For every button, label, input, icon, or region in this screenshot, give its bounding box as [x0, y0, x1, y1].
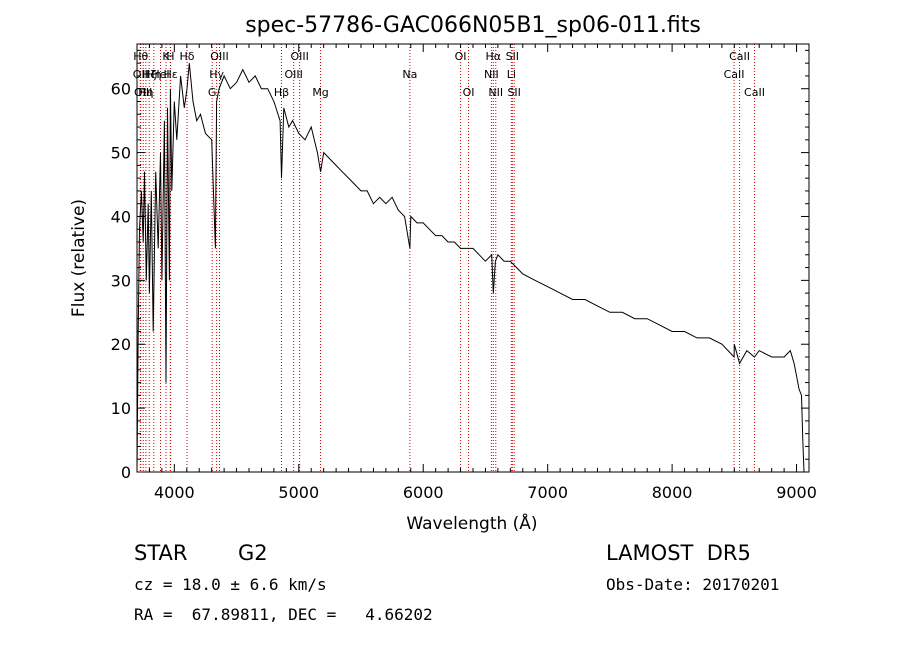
line-label-6: HeI [151, 68, 169, 81]
x-tick-label-4: 8000 [652, 483, 693, 502]
line-label-19: OI [455, 50, 467, 63]
spectrum-line [136, 63, 805, 473]
line-label-29: CaII [744, 86, 765, 99]
line-label-25: SII [506, 50, 519, 63]
y-axis-ticks: 0 10 20 30 40 50 60 [111, 49, 809, 482]
line-label-15: OIII [284, 68, 302, 81]
line-label-3: Hη [138, 86, 153, 99]
line-label-8: H [166, 50, 174, 63]
line-label-4: Hζ [142, 68, 156, 81]
line-label-18: Na [402, 68, 417, 81]
emission-line-labels: HθOIIOIIIHηHζHηHeIKHHεHδGHγOIIIHβOIIIOII… [133, 50, 765, 99]
line-label-5: Hη [146, 68, 161, 81]
x-tick-label-1: 5000 [278, 483, 319, 502]
line-label-23: NII [488, 86, 503, 99]
line-label-2: OIII [134, 86, 152, 99]
y-tick-label-3: 30 [111, 271, 131, 290]
x-tick-label-0: 4000 [154, 483, 195, 502]
line-label-13: OIII [210, 50, 228, 63]
plot-frame [136, 43, 810, 473]
x-tick-label-3: 7000 [527, 483, 568, 502]
y-axis-label: Flux (relative) [69, 199, 89, 317]
y-tick-label-6: 60 [111, 80, 131, 99]
line-label-12: Hγ [209, 68, 224, 81]
line-label-20: OI [463, 86, 475, 99]
line-label-7: K [162, 50, 170, 63]
object-class: STAR [134, 541, 188, 565]
coordinates: RA = 67.89811, DEC = 4.66202 [134, 605, 433, 624]
y-tick-label-1: 10 [111, 399, 131, 418]
line-label-27: CaII [724, 68, 745, 81]
y-tick-label-5: 50 [111, 144, 131, 163]
line-label-10: Hδ [180, 50, 195, 63]
line-label-9: Hε [163, 68, 177, 81]
line-label-24: Li [507, 68, 516, 81]
obs-date: Obs-Date: 20170201 [606, 575, 780, 594]
line-label-28: CaII [729, 50, 750, 63]
line-label-14: Hβ [274, 86, 289, 99]
line-label-21: NII [484, 68, 499, 81]
redshift-readout: cz = 18.0 ± 6.6 km/s [134, 575, 327, 594]
x-tick-label-5: 9000 [776, 483, 817, 502]
line-label-11: G [208, 86, 217, 99]
survey-label: LAMOST DR5 [606, 541, 751, 565]
line-label-17: Mg [312, 86, 328, 99]
y-tick-label-4: 40 [111, 207, 131, 226]
line-label-0: Hθ [133, 50, 148, 63]
line-label-16: OIII [290, 50, 308, 63]
x-axis-ticks: 4000 5000 6000 7000 8000 9000 [136, 44, 817, 502]
emission-line-markers [139, 44, 755, 472]
x-axis-label: Wavelength (Å) [406, 512, 537, 534]
line-label-22: Hα [486, 50, 502, 63]
object-subclass: G2 [238, 541, 268, 565]
y-tick-label-2: 20 [111, 335, 131, 354]
line-label-26: SII [507, 86, 520, 99]
chart-title: spec-57786-GAC066N05B1_sp06-011.fits [245, 13, 701, 38]
x-tick-label-2: 6000 [403, 483, 444, 502]
y-tick-label-0: 0 [121, 463, 131, 482]
